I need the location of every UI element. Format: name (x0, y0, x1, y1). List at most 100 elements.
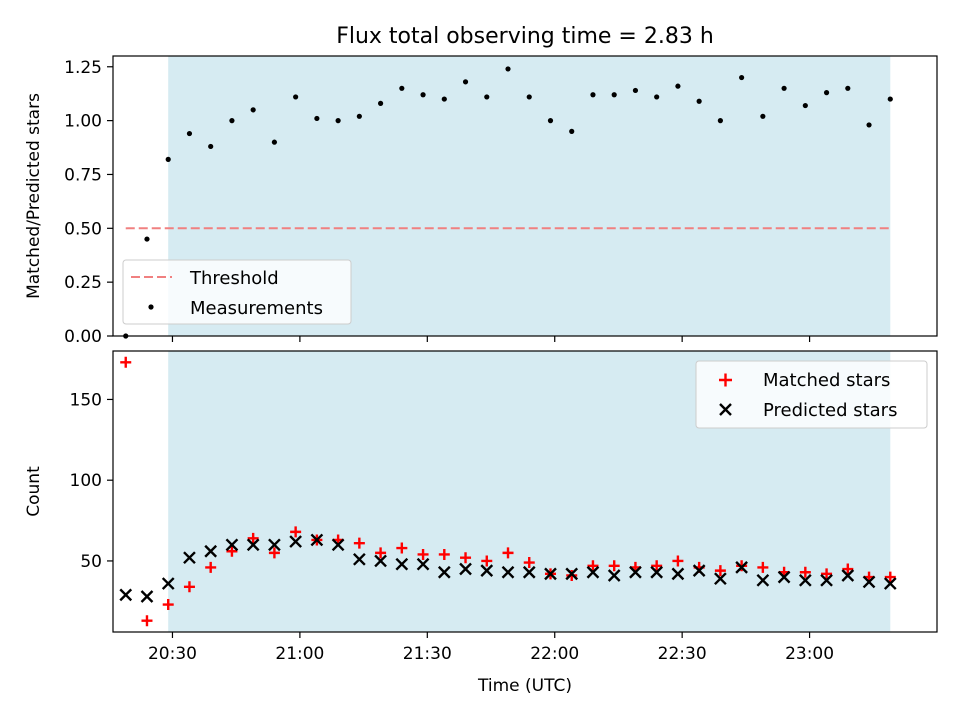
panel-ratio-ylabel: Matched/Predicted stars (24, 93, 44, 299)
y-tick-label: 1.00 (64, 112, 102, 132)
x-tick-label: 23:00 (785, 644, 834, 664)
matched-stars-point (672, 555, 684, 567)
panel-ratio-x-ticks (171, 336, 811, 342)
measurement-point (569, 128, 575, 134)
y-tick-label: 100 (70, 471, 102, 491)
y-tick-label: 50 (80, 552, 102, 572)
predicted-stars-point (607, 569, 621, 582)
predicted-stars-point (140, 590, 154, 603)
measurement-point (186, 130, 193, 137)
matched-stars-point (375, 547, 387, 559)
predicted-stars-point (437, 565, 451, 579)
measurement-point (823, 90, 830, 96)
measurement-point (399, 85, 405, 91)
x-tick-label: 21:00 (275, 644, 324, 664)
legend-matched-label: Matched stars (763, 370, 890, 391)
x-axis-label: Time (UTC) (477, 676, 572, 696)
measurement-point (760, 113, 766, 119)
y-tick-label: 0.25 (64, 273, 102, 293)
predicted-stars-series (119, 533, 897, 603)
predicted-stars-point (735, 561, 748, 574)
legend-predicted-label: Predicted stars (763, 400, 897, 421)
matched-stars-point (651, 560, 663, 572)
panel-ratio-y-ticks: 0.00 0.25 0.50 0.75 1.00 1.25 (64, 58, 113, 347)
matched-stars-point (247, 532, 259, 544)
legend-matched-swatch (719, 373, 732, 387)
matched-stars-point (714, 565, 726, 577)
predicted-stars-point (862, 575, 876, 589)
predicted-stars-point (310, 533, 324, 547)
panel-count-y-ticks: 50 100 150 (70, 390, 113, 572)
predicted-stars-point (331, 538, 345, 552)
predicted-stars-point (565, 567, 579, 581)
x-tick-label: 20:30 (148, 644, 197, 664)
y-tick-label: 0.75 (64, 165, 102, 185)
measurement-point (484, 94, 490, 100)
x-tick-label: 22:30 (658, 644, 707, 664)
legend-measurements-label: Measurements (190, 298, 323, 319)
measurement-point (250, 107, 256, 113)
measurement-point (887, 96, 893, 102)
predicted-stars-point (480, 564, 494, 577)
measurement-point (420, 92, 426, 98)
matched-stars-point (162, 599, 174, 611)
measurement-point (208, 143, 214, 150)
legend-predicted-swatch (719, 403, 732, 416)
matched-stars-point (884, 571, 896, 583)
measurement-point (526, 94, 532, 100)
measurement-point (335, 118, 341, 124)
matched-stars-point (438, 548, 450, 560)
predicted-stars-point (586, 565, 600, 579)
x-tick-label: 21:30 (403, 644, 452, 664)
predicted-stars-point (756, 573, 770, 587)
measurement-point (356, 113, 362, 119)
matched-stars-point (205, 561, 217, 573)
measurement-point (377, 100, 384, 106)
matched-stars-point (396, 542, 408, 554)
measurement-point (144, 236, 150, 242)
matched-stars-point (226, 545, 238, 557)
legend-count: Matched stars Predicted stars (695, 360, 928, 429)
measurement-point (632, 87, 639, 94)
predicted-stars-point (246, 538, 260, 552)
predicted-stars-point (374, 554, 387, 568)
panel-ratio-frame (112, 55, 938, 337)
predicted-stars-point (798, 573, 812, 587)
measurement-point (717, 118, 723, 124)
predicted-stars-point (395, 557, 409, 571)
predicted-stars-point (544, 567, 557, 581)
predicted-stars-point (777, 570, 791, 584)
legend-ratio: Threshold Measurements (122, 259, 352, 325)
predicted-stars-point (883, 577, 897, 590)
panel-count-frame (112, 350, 938, 633)
matched-stars-point (608, 560, 620, 572)
predicted-stars-point (522, 565, 536, 579)
matched-stars-point (502, 547, 514, 559)
matched-stars-point (799, 566, 811, 578)
measurement-point (314, 115, 320, 122)
predicted-stars-point (183, 551, 196, 565)
y-tick-label: 0.00 (64, 327, 102, 347)
panel-ratio: 0.00 0.25 0.50 0.75 1.00 1.25 Matched/Predict… (24, 55, 938, 347)
measurement-point (165, 156, 171, 162)
measurement-point (293, 94, 299, 100)
measurement-point (654, 94, 660, 100)
y-tick-label: 0.50 (64, 219, 102, 239)
predicted-stars-point (714, 572, 727, 586)
legend-threshold-label: Threshold (189, 268, 279, 289)
predicted-stars-point (671, 567, 685, 581)
matched-stars-point (842, 563, 854, 575)
predicted-stars-point (161, 577, 175, 590)
matched-stars-point (141, 615, 153, 627)
measurement-point (271, 139, 278, 145)
legend-measurements-swatch (148, 304, 154, 310)
measurement-point (229, 118, 235, 124)
measurement-point (739, 74, 745, 81)
predicted-stars-point (629, 565, 642, 579)
predicted-stars-point (416, 557, 430, 571)
x-tick-label: 22:00 (530, 644, 579, 664)
measurement-point (547, 118, 554, 124)
predicted-stars-point (353, 552, 366, 566)
predicted-stars-point (225, 538, 239, 552)
